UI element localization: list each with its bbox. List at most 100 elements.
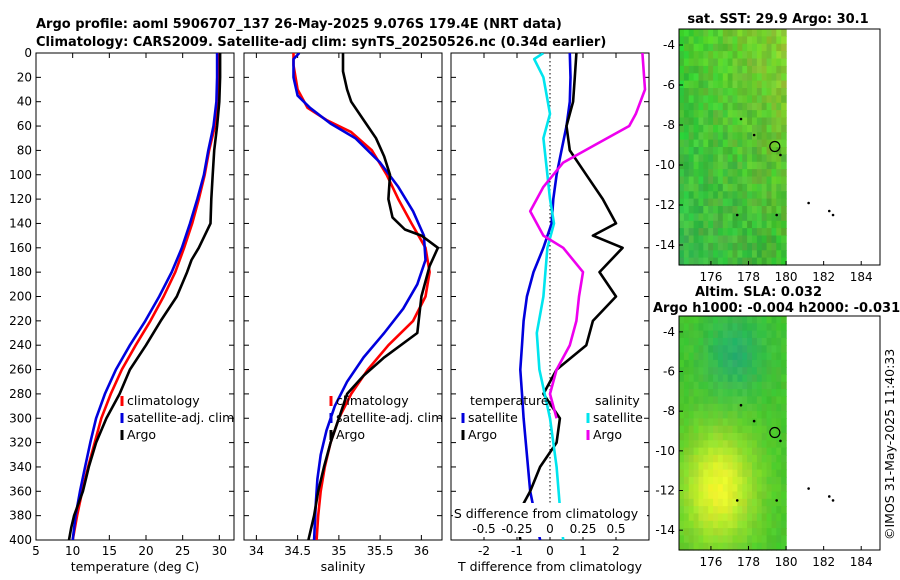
- map-cell: [693, 506, 700, 514]
- map-cell: [717, 367, 724, 376]
- map-cell: [708, 454, 714, 463]
- map-cell: [698, 469, 704, 478]
- map-cell: [698, 359, 704, 368]
- map-cell: [742, 323, 748, 332]
- map-cell: [781, 367, 787, 376]
- map-cell: [717, 411, 724, 419]
- map-cell: [688, 396, 695, 405]
- map-cell: [679, 542, 685, 551]
- map-cell: [708, 396, 714, 405]
- legend-label: climatology: [127, 393, 200, 408]
- map-cell: [722, 447, 729, 456]
- map-cell: [742, 484, 748, 493]
- map-cell: [727, 345, 734, 354]
- map-cell: [717, 528, 724, 536]
- map-cell: [688, 389, 695, 397]
- map-cell: [742, 454, 748, 463]
- map-y-tick-label: -14: [655, 238, 675, 252]
- map-cell: [732, 110, 738, 119]
- map-cell: [717, 316, 724, 324]
- map-cell: [713, 102, 719, 111]
- map-cell: [683, 323, 690, 332]
- map-cell: [688, 29, 695, 37]
- map-cell: [698, 132, 704, 141]
- map-cell: [679, 58, 685, 67]
- map-cell: [756, 124, 763, 133]
- map-cell: [703, 36, 709, 45]
- map-cell: [727, 447, 734, 456]
- map-cell: [737, 374, 743, 383]
- map-cell: [683, 337, 690, 346]
- map-cell: [781, 513, 787, 522]
- map-cell: [756, 418, 763, 427]
- map-cell: [727, 440, 734, 449]
- map-cell: [708, 250, 714, 259]
- map-cell: [737, 403, 743, 412]
- map-cell: [756, 513, 763, 522]
- map-cell: [688, 95, 695, 104]
- map-cell: [761, 51, 768, 60]
- map-cell: [679, 242, 685, 251]
- map-cell: [742, 198, 748, 207]
- map-cell: [732, 323, 738, 332]
- map-cell: [742, 352, 748, 361]
- map-cell: [708, 88, 714, 96]
- map-cell: [688, 447, 695, 456]
- temperature-panel: 0204060801001201401601802002202402602803…: [9, 46, 235, 574]
- map-cell: [713, 381, 719, 390]
- map-cell: [717, 352, 724, 361]
- map-cell: [766, 154, 773, 163]
- map-cell: [761, 110, 768, 119]
- map-cell: [747, 506, 753, 514]
- map-cell: [698, 462, 704, 471]
- difference-xlabel: T difference from climatology: [457, 559, 643, 574]
- map-cell: [722, 403, 729, 412]
- map-cell: [737, 433, 743, 441]
- map-cell: [679, 374, 685, 383]
- map-cell: [688, 139, 695, 148]
- map-cell: [776, 110, 782, 119]
- map-cell: [722, 345, 729, 354]
- map-cell: [747, 169, 753, 178]
- map-cell: [708, 147, 714, 155]
- map-cell: [717, 132, 724, 141]
- map-cell: [713, 506, 719, 514]
- map-cell: [727, 250, 734, 259]
- map-cell: [679, 359, 685, 368]
- map-cell: [708, 359, 714, 368]
- map-cell: [766, 220, 773, 229]
- x-tick-label: 2: [612, 544, 620, 558]
- map-cell: [752, 198, 758, 207]
- map-cell: [708, 323, 714, 332]
- map-cell: [698, 102, 704, 111]
- map-cell: [708, 73, 714, 82]
- map-cell: [688, 454, 695, 463]
- map-cell: [679, 117, 685, 126]
- map-cell: [713, 206, 719, 214]
- map-cell: [679, 506, 685, 514]
- map-cell: [679, 88, 685, 96]
- map-cell: [732, 88, 738, 96]
- map-cell: [683, 198, 690, 207]
- map-cell: [771, 367, 777, 376]
- map-cell: [771, 73, 777, 82]
- map-cell: [776, 169, 782, 178]
- map-cell: [698, 43, 704, 52]
- imos-watermark: ©IMOS 31-May-2025 11:40:33: [882, 349, 897, 540]
- map-cell: [693, 469, 700, 478]
- map-cell: [771, 65, 777, 74]
- map-cell: [693, 124, 700, 133]
- map-cell: [683, 29, 690, 37]
- map-cell: [747, 433, 753, 441]
- map-cell: [679, 484, 685, 493]
- salinity-xlabel: salinity: [321, 559, 366, 574]
- map-cell: [737, 183, 743, 192]
- map-cell: [679, 29, 685, 37]
- map-cell: [732, 169, 738, 178]
- map-cell: [752, 396, 758, 405]
- map-cell: [688, 316, 695, 324]
- map-cell: [688, 117, 695, 126]
- map-cell: [698, 367, 704, 376]
- map-cell: [781, 80, 787, 89]
- map-cell: [727, 330, 734, 339]
